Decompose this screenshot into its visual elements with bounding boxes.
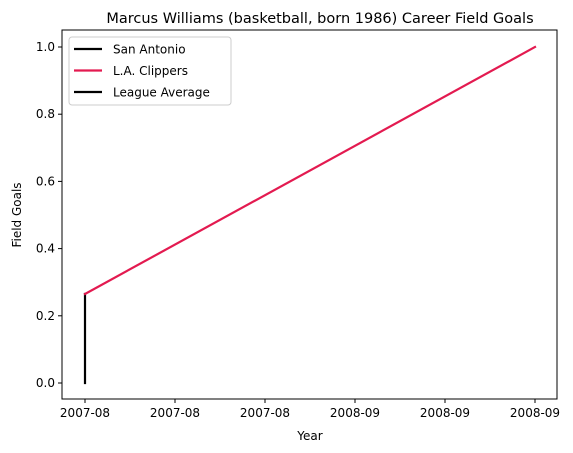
legend: San Antonio L.A. Clippers League Average — [69, 37, 231, 105]
y-tick-label: 0.4 — [36, 242, 55, 256]
x-axis-label: Year — [296, 429, 322, 443]
legend-label-league-average: League Average — [113, 86, 210, 100]
x-tick-label: 2007-08 — [240, 406, 290, 420]
x-tick-label: 2007-08 — [150, 406, 200, 420]
x-tick-label: 2008-09 — [510, 406, 560, 420]
legend-label-l-a-clippers: L.A. Clippers — [113, 64, 188, 78]
y-tick-label: 1.0 — [36, 40, 55, 54]
x-tick-label: 2008-09 — [330, 406, 380, 420]
legend-label-san-antonio: San Antonio — [113, 43, 186, 57]
y-tick-label: 0.0 — [36, 376, 55, 390]
x-tick-label: 2008-09 — [420, 406, 470, 420]
y-tick-label: 0.2 — [36, 309, 55, 323]
y-axis-label: Field Goals — [10, 182, 24, 247]
y-tick-label: 0.6 — [36, 174, 55, 188]
y-tick-label: 0.8 — [36, 107, 55, 121]
chart-title: Marcus Williams (basketball, born 1986) … — [106, 11, 533, 27]
x-tick-label: 2007-08 — [60, 406, 110, 420]
